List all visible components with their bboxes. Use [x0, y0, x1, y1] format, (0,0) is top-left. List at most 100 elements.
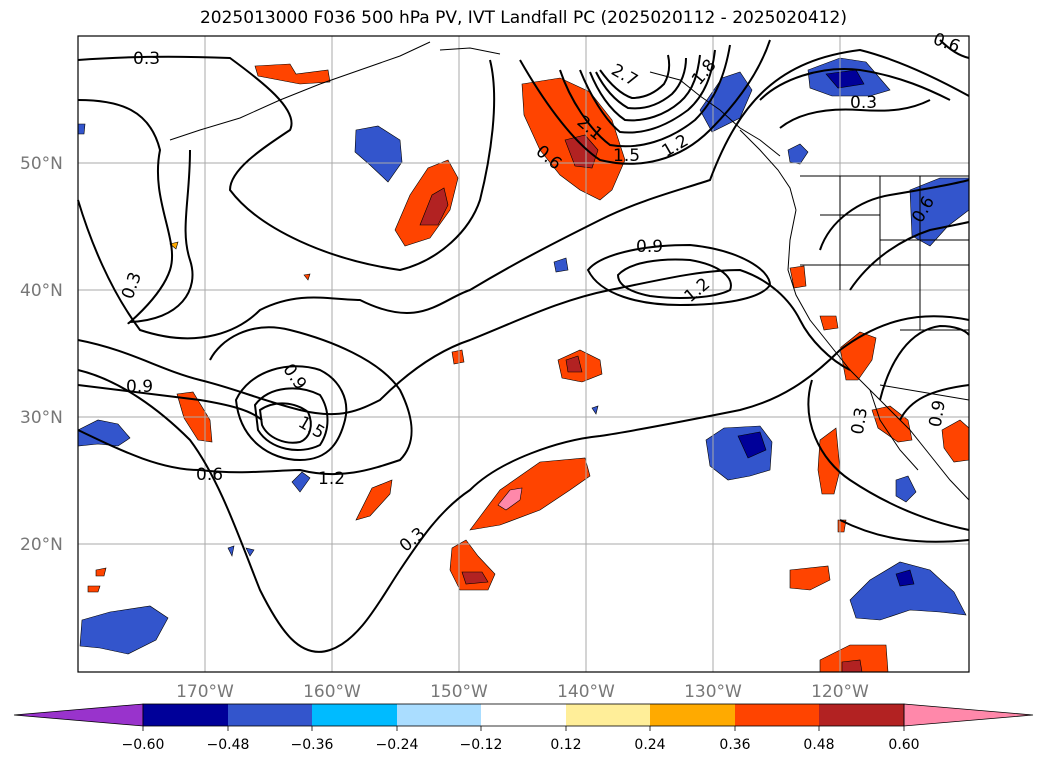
contour-0.9-inner: [234, 365, 348, 462]
contour-label-18: 0.9: [636, 237, 663, 257]
contour-label-8: 1.2: [318, 469, 345, 489]
graticule: [78, 36, 969, 672]
negative-anomaly-mid-dot: [553, 257, 569, 273]
contour-east-pac-2: [807, 379, 970, 531]
contour-0.3-north: [77, 55, 496, 272]
lon-label-140w: 140°W: [557, 682, 615, 702]
positive-anomaly-pac-north-core: [419, 187, 449, 226]
negative-anomaly-small-hawaii: [291, 471, 311, 493]
colorbar-segment-2: [228, 704, 312, 726]
colorbar-tick-3: −0.24: [376, 737, 419, 753]
border-states-2: [820, 214, 969, 331]
contour-us-east-2: [849, 221, 970, 291]
contour-gulf-outer: [519, 39, 771, 165]
contour-top-right: [939, 39, 970, 59]
positive-anomaly-central: [469, 457, 591, 531]
contour-0.3-south: [77, 315, 970, 653]
contour-label-11: 1.5: [613, 146, 640, 166]
negative-anomaly-bottom-left: [79, 605, 169, 655]
colorbar-extend-high: [903, 703, 1034, 727]
positive-anomaly-baja: [871, 405, 913, 443]
contour-sw-1: [879, 324, 970, 401]
colorbar-tick-9: 0.60: [888, 737, 919, 753]
lat-label-40n: 40°N: [20, 281, 63, 301]
colorbar-extend-low: [13, 703, 144, 727]
colorbar-tick-labels: −0.60 −0.48 −0.36 −0.24 −0.12 0.12 0.24 …: [122, 737, 920, 753]
positive-anomaly-dot-3: [95, 567, 107, 577]
colorbar-segment-5: [481, 704, 566, 726]
colorbar-tick-2: −0.36: [291, 737, 334, 753]
lon-label-170w: 170°W: [176, 682, 234, 702]
colorbar-segment-7: [650, 704, 735, 726]
contour-us-east-1: [819, 179, 970, 251]
positive-anomaly-central-2: [355, 479, 393, 521]
negative-anomaly-east-pac-core: [737, 431, 767, 459]
contour-canada-2: [779, 99, 931, 129]
border-states-1: [800, 176, 969, 330]
positive-anomaly-core-gulf: [564, 134, 599, 169]
negative-anomaly-plains: [909, 177, 970, 247]
colorbar-segment-9: [819, 704, 904, 726]
colorbar-tick-1: −0.48: [207, 737, 250, 753]
positive-anomaly-small-a: [451, 349, 465, 365]
colorbar: −0.60 −0.48 −0.36 −0.24 −0.12 0.12 0.24 …: [13, 703, 1034, 753]
colorbar-segment-4: [397, 704, 481, 726]
positive-anomaly-sw-us-a: [789, 265, 807, 289]
positive-anomaly-dot-1: [169, 241, 179, 250]
contour-label-6: 0.9: [126, 377, 153, 397]
lon-label-160w: 160°W: [303, 682, 361, 702]
negative-anomaly-tiny-3: [227, 545, 235, 557]
contour-1.5-inner: [258, 402, 312, 444]
contour-gulf-5: [599, 54, 671, 100]
pv-contours: [77, 39, 970, 653]
positive-anomaly-bottom-right-core: [841, 659, 863, 673]
positive-anomaly-sw-us-b: [819, 315, 839, 331]
colorbar-segment-3: [312, 704, 397, 726]
colorbar-tick-0: −0.60: [122, 737, 165, 753]
lon-label-120w: 120°W: [811, 682, 869, 702]
contour-0.3-west: [77, 99, 194, 325]
lon-label-130w: 130°W: [684, 682, 742, 702]
border-us-mexico: [879, 384, 970, 401]
positive-anomaly-pac-north: [394, 159, 459, 247]
coastline-se-alaska: [649, 71, 781, 157]
positive-anomaly-dot-2: [303, 273, 311, 281]
negative-anomaly-west-pac-north: [354, 125, 403, 183]
contour-gulf-2: [579, 49, 716, 134]
positive-anomaly-central-core: [497, 487, 523, 511]
positive-anomaly-south-core: [461, 571, 489, 585]
map-background: [78, 36, 969, 672]
colorbar-frame: [142, 703, 905, 727]
contour-label-20: 0.9: [926, 399, 950, 429]
positive-anomaly-mid-core: [565, 355, 583, 373]
coastline-alaska: [169, 41, 501, 141]
negative-anomaly-far-west: [77, 419, 131, 447]
coastline-baja: [869, 389, 919, 471]
colorbar-segment-6: [566, 704, 650, 726]
contour-label-4: 0.6: [196, 465, 223, 485]
positive-anomaly-eastpac-2: [789, 565, 831, 591]
contour-mexico: [839, 519, 970, 543]
contour-gulf-1: [559, 44, 731, 148]
colorbar-segment-1: [143, 704, 228, 726]
negative-anomaly-tiny-2: [77, 123, 86, 135]
colorbar-tick-8: 0.48: [803, 737, 834, 753]
negative-anomaly-canada-core: [825, 69, 865, 89]
contour-label-15: 0.3: [848, 406, 872, 436]
positive-anomaly-dot-4: [87, 585, 101, 593]
contour-0.9-west: [77, 384, 263, 421]
contour-0.6-main: [77, 268, 851, 416]
contour-sw-2: [899, 384, 970, 421]
contour-0.3-main: [77, 48, 970, 340]
positive-anomaly-bottom-right: [819, 644, 889, 673]
positive-anomaly-top-left: [254, 63, 331, 85]
colorbar-tick-6: 0.24: [634, 737, 665, 753]
map-frame: [77, 35, 970, 673]
colorbar-tick-7: 0.36: [719, 737, 750, 753]
contour-gulf-4: [595, 57, 687, 110]
colorbar-tick-4: −0.12: [460, 737, 503, 753]
contour-1.2-inner: [253, 387, 329, 451]
contour-canada: [759, 68, 951, 101]
lat-label-50n: 50°N: [20, 154, 63, 174]
